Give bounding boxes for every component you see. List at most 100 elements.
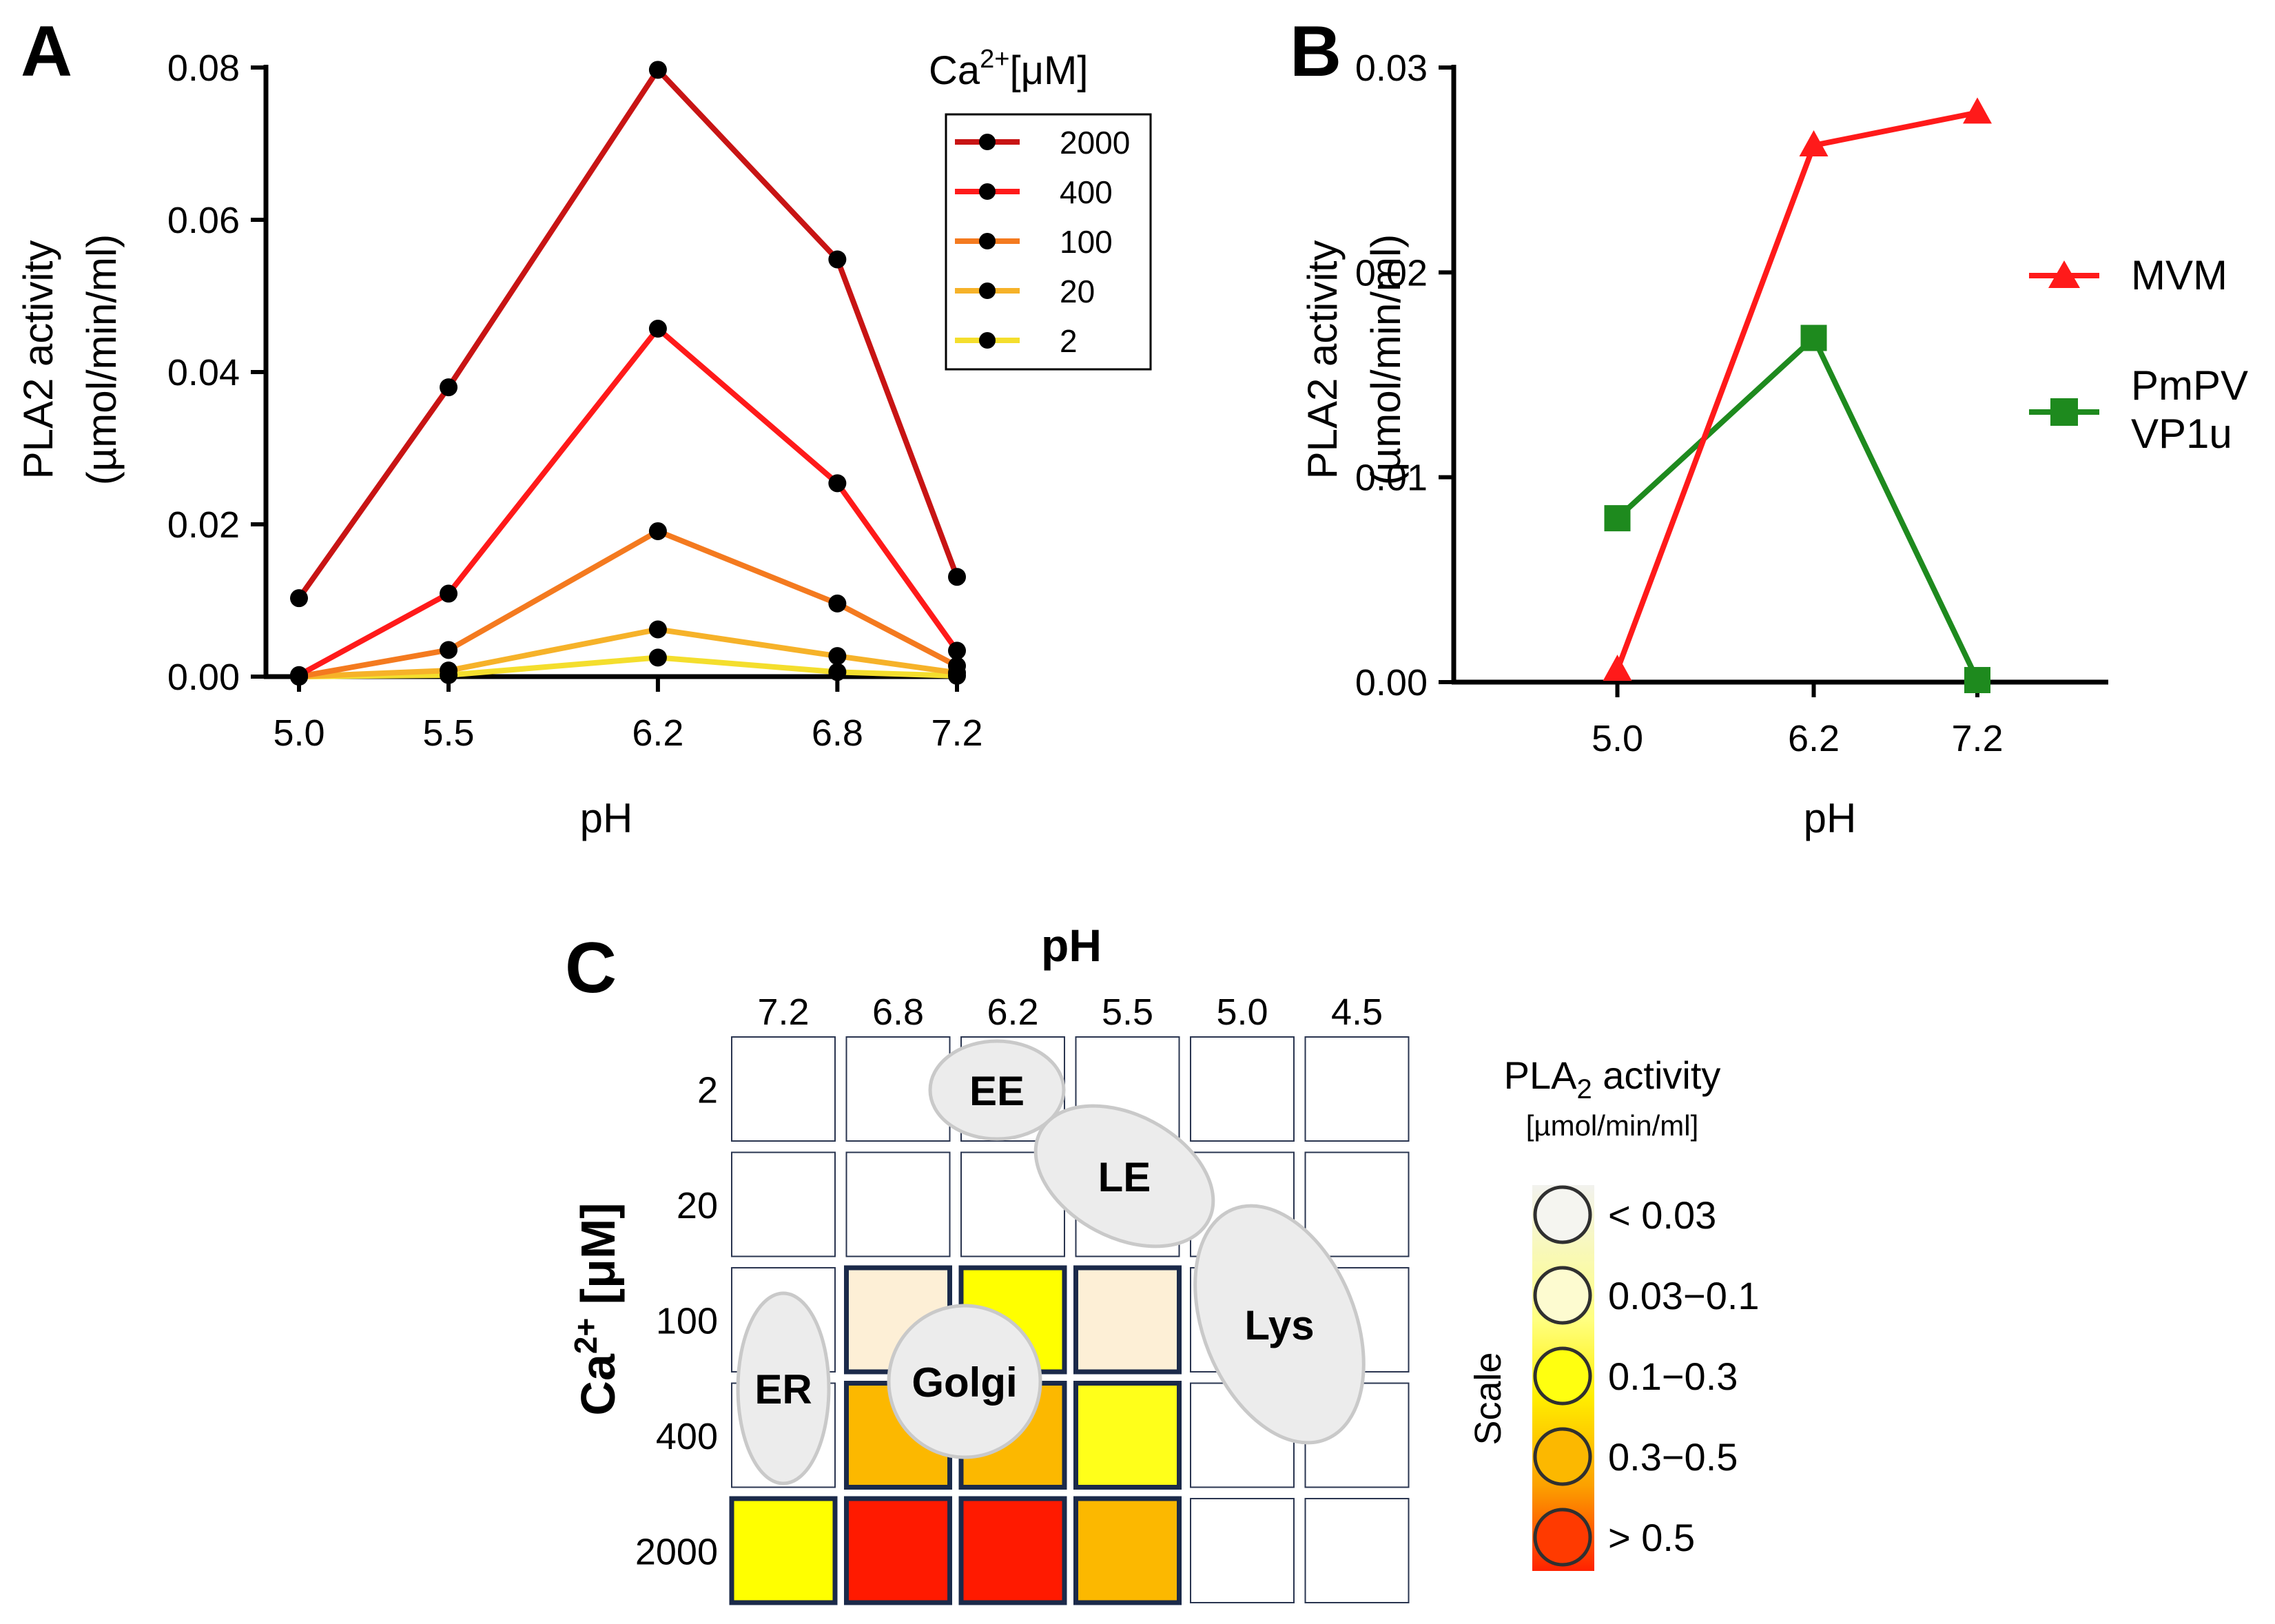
organelle-ee-label: EE (969, 1068, 1025, 1114)
panel-a-point-100 (948, 657, 966, 675)
panel-a-y-label-line2: (µmol/min/ml) (79, 234, 125, 486)
heatmap-cell (1304, 1151, 1410, 1257)
heatmap-cell (958, 1496, 1067, 1605)
panel-c-x-label: 6.2 (987, 991, 1038, 1033)
panel-a-legend-title: Ca2+[μM] (929, 45, 1088, 93)
panel-a-x-label: pH (580, 795, 633, 841)
panel-a-point-400 (440, 584, 458, 603)
panel-a-point-2 (648, 648, 667, 667)
panel-a-point-2000 (290, 589, 308, 608)
panel-c-x-label: 6.8 (872, 991, 924, 1033)
panel-a-legend-marker-2000 (979, 134, 996, 150)
panel-b-y-ticks: 0.00 0.01 0.02 0.03 (1355, 48, 1454, 703)
panel-a-x-tick-label: 5.5 (423, 712, 475, 754)
organelle-le-shape (1033, 1104, 1215, 1248)
panel-c-legend-unit: [µmol/min/ml] (1526, 1109, 1699, 1142)
panel-a-point-100 (648, 522, 667, 540)
panel-a-y-tick-label: 0.04 (167, 352, 240, 393)
panel-a-y-tick-label: 0.06 (167, 200, 240, 241)
panel-b-letter: B (1290, 12, 1341, 92)
panel-a-axes (263, 65, 961, 679)
panel-c-x-label: 7.2 (757, 991, 809, 1033)
panel-a-y-tick-label: 0.08 (167, 48, 240, 89)
panel-a-x-ticks: 5.0 5.5 6.2 6.8 7.2 (273, 677, 983, 754)
panel-a-legend-label-100: 100 (1060, 224, 1113, 260)
panel-a-legend: 2000 400 100 20 2 (955, 125, 1130, 359)
panel-c: C pH 7.2 6.8 6.2 5.5 5.0 4.5 2 20 100 400 2000 Ca… (565, 920, 1760, 1605)
organelle-le-label: LE (1098, 1154, 1151, 1200)
panel-c-title: pH (1041, 920, 1102, 971)
heatmap-cell (1190, 1498, 1295, 1603)
panel-b-legend-mvm-marker (2048, 260, 2080, 288)
panel-a-x-tick-label: 6.8 (812, 712, 863, 754)
panel-a-x-tick-label: 5.0 (273, 712, 325, 754)
panel-a-point-100 (440, 641, 458, 659)
panel-b-y-label-line2: (µmol/min/ml) (1363, 234, 1409, 486)
heatmap-cell (845, 1151, 951, 1257)
panel-c-y-title: Ca2+ [μM] (568, 1202, 625, 1415)
panel-a-legend-marker-100 (979, 233, 996, 249)
panel-b-y-label-line1: PLA2 activity (1299, 240, 1346, 480)
panel-a-point-2000 (648, 61, 667, 79)
heatmap-cell (844, 1496, 952, 1605)
panel-c-y-label: 20 (677, 1185, 718, 1226)
panel-a-series-line-2000 (296, 67, 960, 600)
panel-c-y-label: 400 (656, 1416, 718, 1457)
panel-c-legend-label: 0.1−0.3 (1608, 1355, 1738, 1398)
panel-b-x-tick-label: 6.2 (1788, 718, 1840, 759)
panel-a-y-label-line1: PLA2 activity (15, 240, 61, 480)
panel-c-x-labels: 7.2 6.8 6.2 5.5 5.0 4.5 (757, 991, 1383, 1033)
panel-b-legend-pmpv-marker (2050, 398, 2078, 426)
panel-a-series-line-400 (298, 326, 960, 678)
panel-b-series-line-MVM (1614, 110, 1978, 671)
panel-a-legend-marker-20 (979, 282, 996, 299)
panel-c-legend-circle (1533, 1346, 1592, 1406)
panel-b-x-label: pH (1804, 795, 1857, 841)
organelle-golgi-shape (887, 1304, 1042, 1459)
panel-c-legend-circle (1533, 1508, 1592, 1567)
panel-c-y-label: 2 (697, 1070, 718, 1111)
heatmap-cell (729, 1496, 838, 1605)
panel-b-point-pmpv (1800, 325, 1827, 351)
panel-a-y-tick-label: 0.00 (167, 657, 240, 698)
panel-c-legend-circle (1533, 1185, 1592, 1244)
panel-c-letter: C (565, 928, 617, 1008)
heatmap-cell (731, 1036, 836, 1142)
panel-b-legend-mvm-label: MVM (2131, 252, 2227, 298)
panel-a-series (290, 61, 966, 686)
panel-b-x-tick-label: 5.0 (1592, 718, 1643, 759)
panel-b-point-pmpv (1964, 667, 1990, 694)
panel-c-x-label: 5.5 (1102, 991, 1153, 1033)
panel-c-legend-items: < 0.03 0.03−0.1 0.1−0.3 0.3−0.5 > 0.5 (1533, 1185, 1760, 1567)
panel-c-legend-label: < 0.03 (1608, 1193, 1716, 1237)
panel-c-y-labels: 2 20 100 400 2000 (635, 1070, 718, 1573)
heatmap-cell (731, 1151, 836, 1257)
panel-a-point-2000 (828, 250, 847, 269)
panel-b-legend-pmpv-label-line2: VP1u (2131, 411, 2232, 457)
panel-b: B 0.00 0.01 0.02 0.03 5.0 6.2 7.2 pH PLA2 act… (1290, 12, 2248, 841)
panel-a-x-tick-label: 7.2 (931, 712, 982, 754)
panel-a-series-line-100 (298, 528, 958, 679)
panel-a-legend-label-2: 2 (1060, 323, 1078, 359)
panel-a-point-100 (828, 594, 847, 613)
panel-a-series-line-20 (298, 626, 958, 679)
heatmap-cell (1304, 1498, 1410, 1603)
panel-a-letter: A (21, 12, 72, 92)
panel-a-legend-label-400: 400 (1060, 174, 1113, 210)
panel-a-y-tick-label: 0.02 (167, 504, 240, 546)
panel-a-point-20 (828, 647, 847, 666)
heatmap-cell (1190, 1036, 1295, 1142)
panel-a-legend-label-20: 20 (1060, 274, 1095, 309)
organelle-er-shape (736, 1291, 831, 1486)
panel-b-series-line-PmPV (1615, 335, 1980, 681)
heatmap-cell (1073, 1265, 1182, 1375)
organelle-golgi-label: Golgi (912, 1359, 1017, 1406)
panel-b-series (1603, 97, 1992, 694)
panel-b-legend-pmpv-label-line1: PmPV (2131, 362, 2248, 409)
organelle-ee-shape (928, 1039, 1066, 1141)
panel-a-legend-marker-2 (979, 332, 996, 349)
panel-a-point-20 (440, 661, 458, 680)
panel-c-legend-label: 0.3−0.5 (1608, 1435, 1738, 1479)
panel-a: A 0.00 0.02 0.04 0.06 0.08 5.0 5.5 6.2 6.8 7.2 p… (15, 12, 1152, 841)
